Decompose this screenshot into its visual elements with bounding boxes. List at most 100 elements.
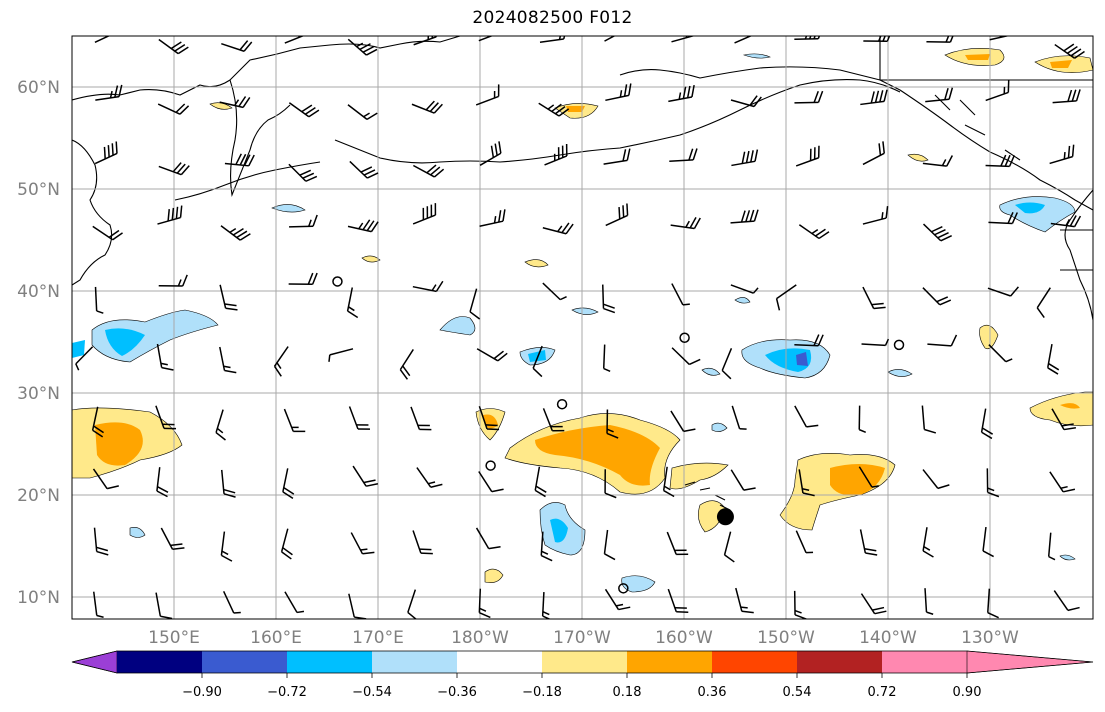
wind-barb [986,468,1000,498]
wind-barb [794,405,819,428]
wind-barb [92,591,104,618]
wind-barb [288,272,318,285]
wind-barb [860,593,887,615]
colorbar-segment [202,651,287,673]
wind-barb [215,409,226,441]
colorbar-segment [882,651,967,673]
wind-barb [794,90,824,104]
colorbar-tick-label: 0.54 [783,685,812,700]
wind-barb [348,593,367,619]
colorbar-segment [627,651,712,673]
lon-label-160w: 160°W [655,628,713,648]
wind-barb [156,467,169,498]
wind-barb [922,287,952,306]
lat-label-50n: 50°N [17,180,60,200]
wind-barb [412,530,433,555]
wind-barb [862,206,889,225]
wind-barb [794,334,824,347]
wind-barb [539,36,566,44]
wind-barb [289,214,318,228]
wind-barb [858,466,879,488]
lon-label-180w: 180°W [451,628,509,648]
wind-barb [542,222,574,235]
wind-barb [158,274,188,287]
wind-barb [795,530,814,554]
wind-barb [479,209,506,227]
colorbar-tick-label: −0.36 [437,685,477,700]
filled-circle-marker [716,508,734,526]
map-title: 2024082500 F012 [472,8,633,28]
wind-barb [863,36,891,43]
wind-barb [349,160,379,179]
wind-barb [1051,408,1076,431]
wind-barb [985,154,1016,168]
wind-barb [542,282,567,301]
colorbar-tick-label: 0.36 [698,685,727,700]
wind-barb [735,587,754,614]
wind-barb [669,148,698,162]
wind-barb [922,155,954,167]
wind-barb [410,406,432,431]
wind-barb [982,527,994,558]
wind-barb [924,588,934,615]
wind-barb [1050,215,1082,228]
wind-barb [922,469,950,490]
colorbar-extend-max [966,650,1094,674]
wind-barb [347,38,378,56]
lon-label-170w: 170°W [553,628,611,648]
wind-barb [671,36,695,43]
colorbar-tick-label: −0.90 [182,685,222,700]
coastlines [72,36,1093,511]
wind-barb [1036,287,1051,318]
wind-barb [347,104,378,121]
wind-barb [478,406,500,431]
wind-barb [95,84,123,101]
wind-barb [798,469,815,497]
wind-barb [220,469,236,498]
wind-barb [348,406,370,430]
wind-barb [988,344,1013,363]
open-circle-marker [618,583,629,594]
wind-barb [479,141,502,166]
wind-barb [412,280,444,293]
wind-barb [219,346,237,374]
colorbar-tick-label: 0.72 [868,685,897,700]
lat-label-10n: 10°N [17,588,60,608]
wind-barb [91,406,104,438]
wind-barb [155,405,177,430]
wind-barb [399,349,414,380]
wind-barb [475,527,501,550]
wind-barb [221,40,253,52]
wind-barb [721,348,733,380]
wind-barb [534,466,547,498]
colorbar-tick-label: 0.18 [613,685,642,700]
wind-barb [347,219,379,233]
wind-barb [412,203,437,225]
colorbar-segment [287,651,372,673]
wind-barb [921,405,937,434]
wind-barb [352,465,379,487]
open-circle-marker [27,522,36,531]
wind-barb [288,163,318,182]
colorbar-segment [712,651,797,673]
wind-barb [859,529,878,556]
wind-barb [273,346,289,377]
wind-barb [469,288,481,320]
anomaly-shading [72,48,1093,593]
wind-barb [794,36,821,41]
wind-barb [407,589,418,619]
colorbar: −0.90 −0.72 −0.54 −0.36 −0.18 0.18 0.36 … [71,650,1094,700]
wind-barb [222,590,241,614]
wind-barb [798,224,830,240]
longitude-labels: 150°E 160°E 170°E 180°W 170°W 160°W 150°… [148,628,1019,648]
wind-barb [862,141,885,166]
lon-label-130w: 130°W [961,628,1019,648]
wind-barb [160,527,185,550]
wind-barb [532,345,543,378]
wind-barb [922,223,952,242]
wind-barb [922,527,934,558]
open-circle-marker [332,276,343,287]
wind-barb [1049,144,1075,165]
colorbar-tick-label: −0.72 [267,685,307,700]
